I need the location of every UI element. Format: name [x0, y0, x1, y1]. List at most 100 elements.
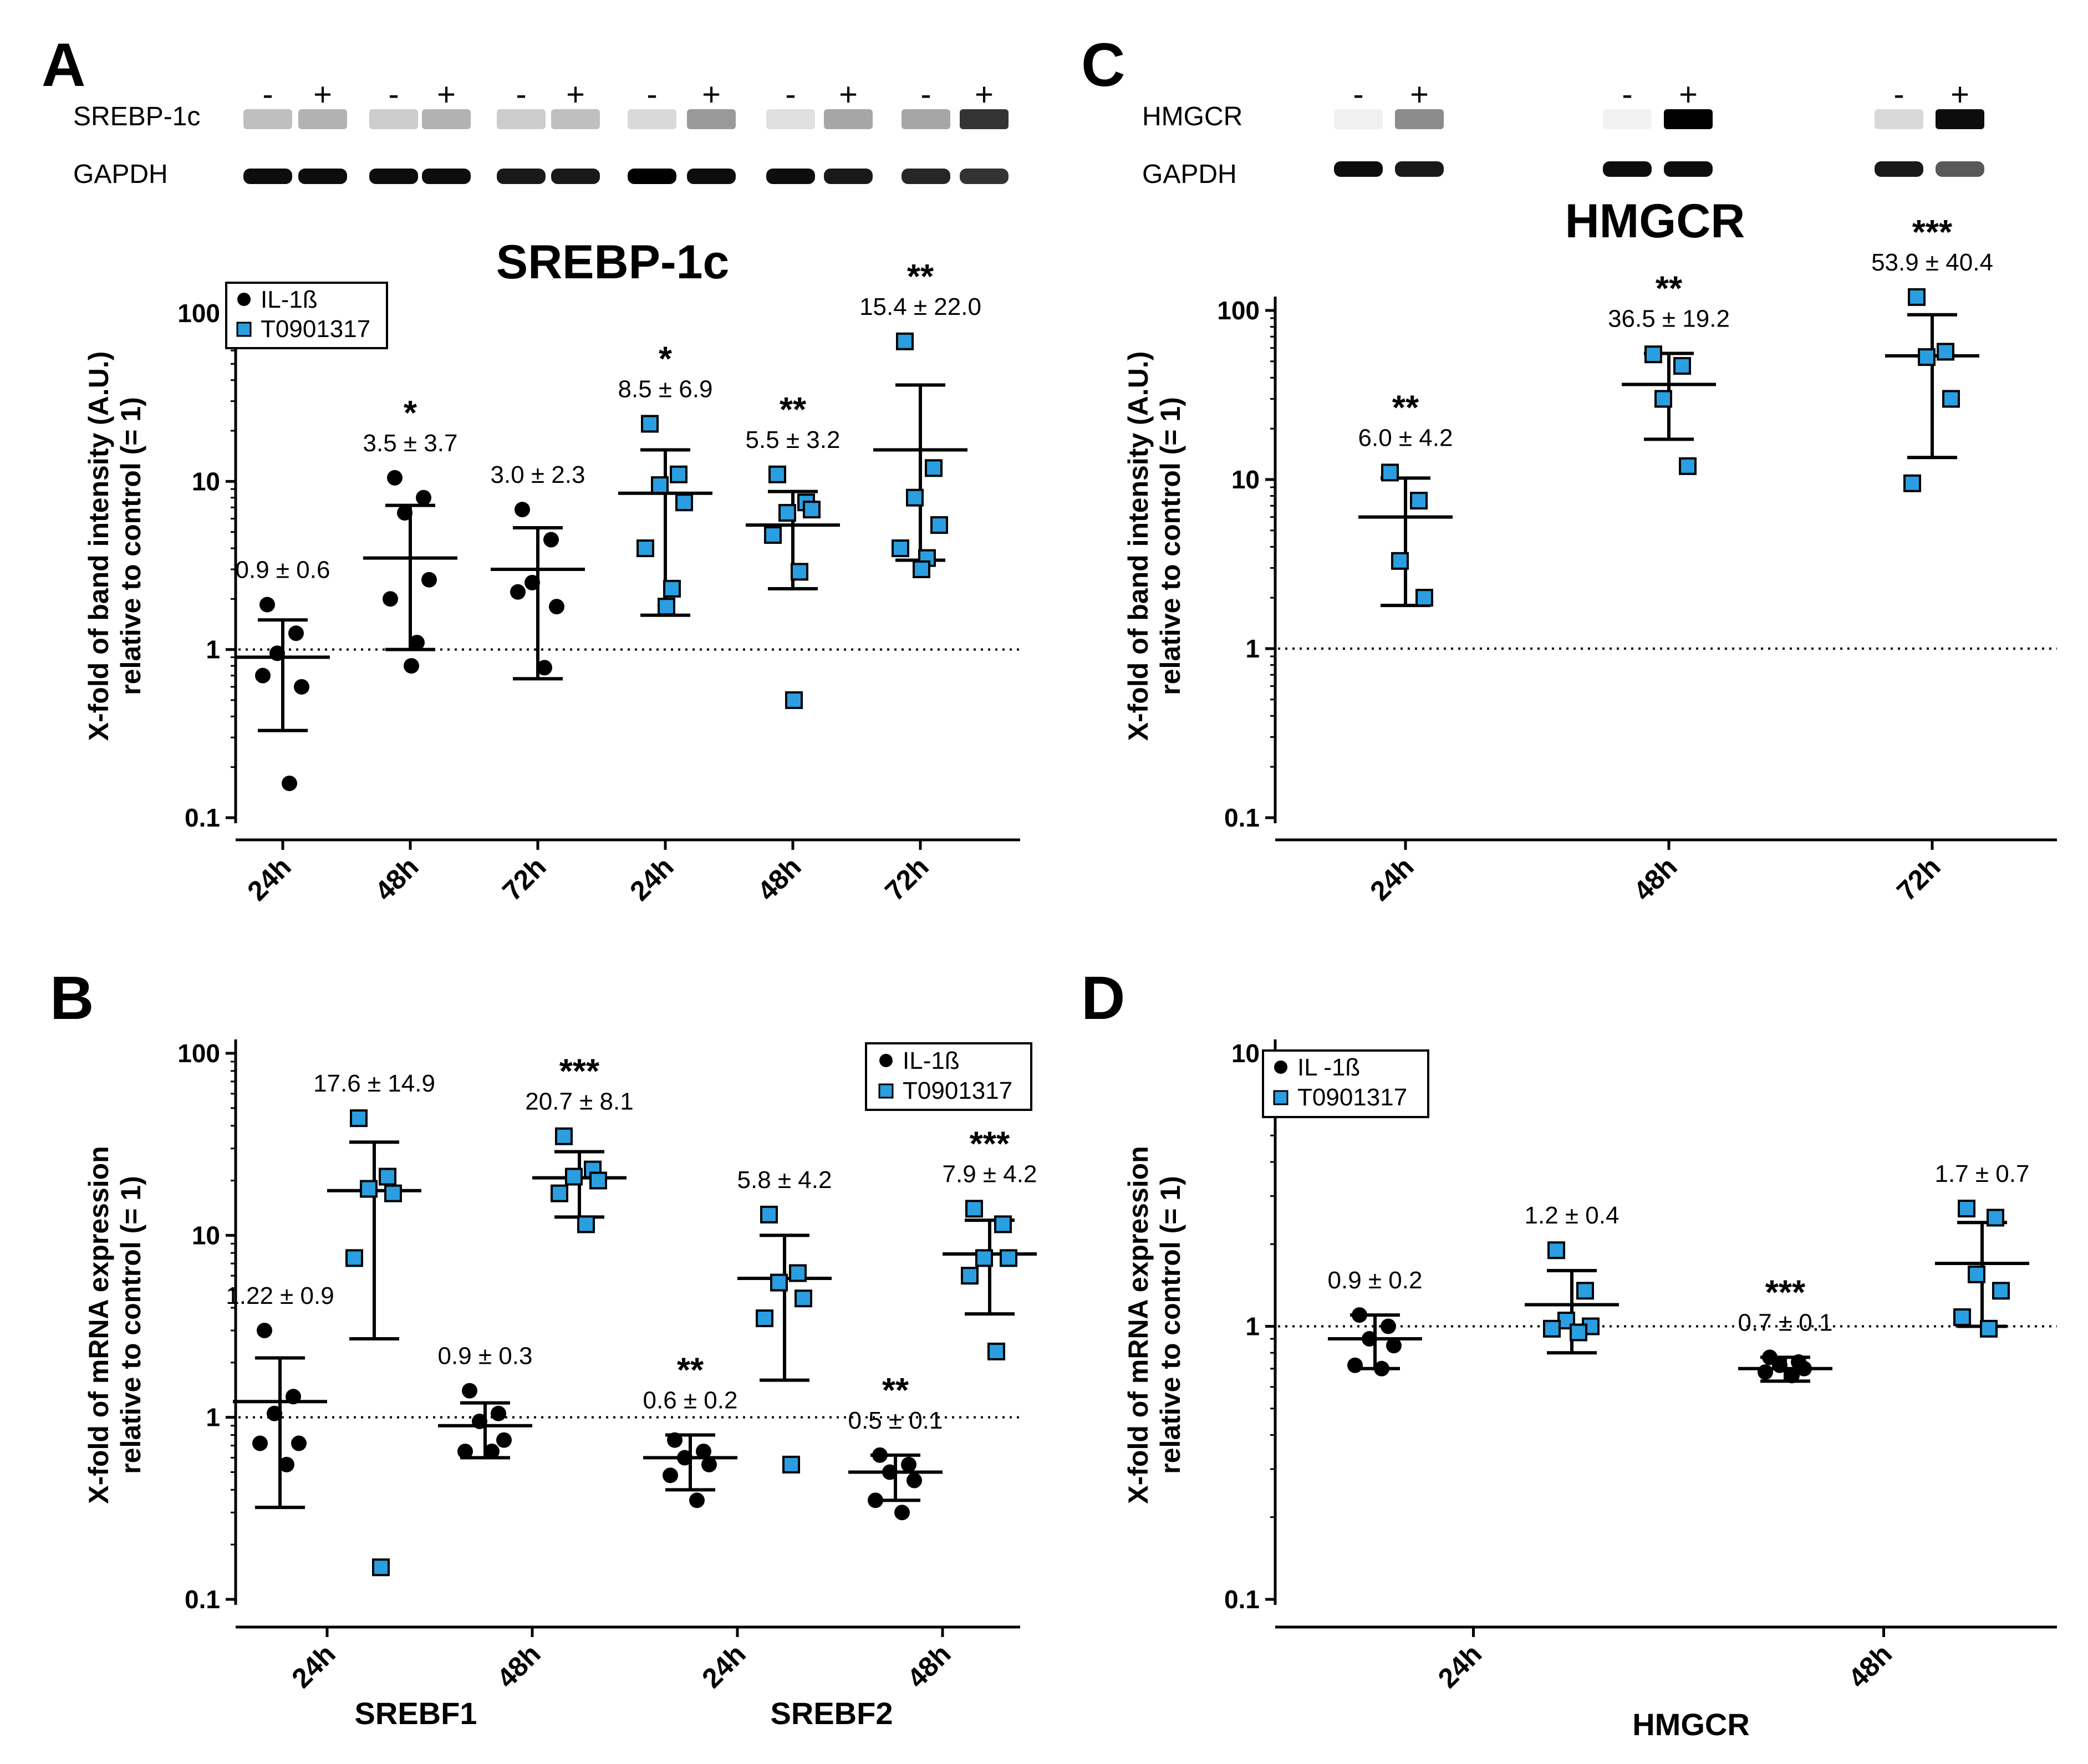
chart-a-data-point-t09: [785, 691, 803, 709]
chart-c-significance: ***: [1912, 213, 1953, 252]
chart-b-group: 17.6 ± 14.9: [313, 1070, 435, 1577]
chart-d-annotation: 1.7 ± 0.7: [1935, 1160, 2030, 1187]
chart-b-annotation: 17.6 ± 14.9: [313, 1070, 435, 1097]
blot-a-lane-marks: - + - + - + - + - + - +: [262, 77, 994, 113]
chart-a-x-tick-label: 72h: [496, 851, 552, 907]
chart-b: 0.1 1 10 100 24h 48h 24h 48h 1.22 ± 0.9 17.6 ± 14…: [177, 1039, 1037, 1694]
blot-a-loading-band: [960, 169, 1009, 184]
legend-d-il1b-marker: [1274, 1061, 1287, 1074]
chart-b-data-point-il1b: [663, 1467, 678, 1483]
chart-b-data-point-t09: [965, 1200, 983, 1218]
chart-b-data-point-il1b: [689, 1492, 705, 1508]
chart-a-x-tick-label: 24h: [241, 851, 297, 907]
chart-b-annotation: 0.6 ± 0.2: [643, 1386, 738, 1414]
blot-c-lane-mark: +: [1410, 77, 1429, 113]
chart-d-annotation: 0.7 ± 0.1: [1738, 1309, 1833, 1336]
chart-d-group-label-hmgcr: HMGCR: [1632, 1707, 1750, 1742]
chart-b-data-point-il1b: [267, 1405, 282, 1421]
chart-d-data-point-il1b: [1758, 1364, 1773, 1380]
chart-d-data-point-t09: [1958, 1200, 1975, 1218]
chart-d-data-point-il1b: [1784, 1368, 1800, 1384]
chart-d-x-tick-label: 24h: [1432, 1638, 1488, 1694]
chart-a-data-point-il1b: [421, 572, 437, 588]
chart-d-group: 1.7 ± 0.7: [1935, 1160, 2030, 1338]
legend-d-box: [1262, 1049, 1429, 1118]
legend-a-t09-marker: [236, 322, 252, 337]
chart-b-data-point-il1b: [462, 1383, 477, 1399]
chart-c-x-tick-label: 72h: [1891, 851, 1947, 907]
legend-d-t09-label: T0901317: [1297, 1084, 1407, 1111]
chart-c-y-tick-label: 0.1: [1224, 803, 1260, 832]
chart-a-data-point-il1b: [524, 574, 540, 590]
chart-b-significance: **: [882, 1372, 909, 1410]
chart-d-x-tick-label: 48h: [1842, 1638, 1898, 1694]
chart-c-data-point-t09: [1942, 390, 1960, 408]
blot-a-target-band: [551, 109, 600, 129]
blot-a-lane-mark: -: [785, 77, 796, 113]
chart-c-annotation: 53.9 ± 40.4: [1871, 249, 1993, 276]
legend-d-t09-marker: [1273, 1090, 1289, 1105]
chart-b-data-point-t09: [789, 1264, 807, 1282]
chart-a-data-point-t09: [896, 332, 914, 350]
chart-b-data-point-t09: [350, 1109, 368, 1128]
blot-a-lane-mark: -: [516, 77, 526, 113]
chart-b-significance: **: [677, 1351, 704, 1389]
chart-a-title: SREBP-1c: [496, 236, 730, 289]
chart-d-group: 1.2 ± 0.4: [1525, 1202, 1620, 1355]
blot-a-lane-mark: +: [975, 77, 994, 113]
chart-b-x-tick-label: 48h: [901, 1638, 957, 1694]
blot-a-lane-mark: +: [566, 77, 585, 113]
chart-a-data-point-t09: [791, 563, 808, 581]
blot-c-target-band: [1936, 109, 1984, 129]
chart-c-y-tick-label: 10: [1231, 465, 1260, 494]
chart-a-significance: *: [404, 394, 417, 432]
chart-a-data-point-t09: [892, 539, 909, 558]
blot-a-loading-band: [824, 169, 873, 184]
chart-c-group: 6.0 ± 4.2**: [1358, 389, 1453, 608]
chart-d-data-point-t09: [1953, 1308, 1971, 1327]
chart-a-data-point-t09: [778, 504, 796, 522]
chart-b-x-tick-label: 24h: [286, 1638, 342, 1694]
chart-a-data-point-t09: [925, 459, 943, 477]
chart-b-data-point-il1b: [872, 1447, 888, 1463]
blot-c-loading-band: [1936, 161, 1984, 177]
chart-a-data-point-il1b: [282, 776, 297, 792]
chart-b-data-point-il1b: [667, 1432, 683, 1448]
chart-a-annotation: 8.5 ± 6.9: [618, 375, 713, 402]
blot-c-lane-mark: -: [1622, 77, 1632, 113]
chart-b-annotation: 7.9 ± 4.2: [943, 1160, 1037, 1187]
chart-b-group: 0.6 ± 0.2**: [643, 1351, 738, 1508]
blot-a-lane-mark: -: [646, 77, 657, 113]
chart-b-y-tick-label: 0.1: [185, 1585, 220, 1614]
panel-label-a: A: [42, 31, 85, 99]
chart-b-data-point-t09: [961, 1267, 979, 1285]
chart-b-data-point-il1b: [252, 1435, 268, 1451]
blot-a-target-band: [960, 109, 1009, 129]
panel-label-c: C: [1081, 31, 1125, 99]
chart-a-annotation: 15.4 ± 22.0: [859, 293, 981, 320]
blot-c-target-band: [1334, 109, 1383, 129]
chart-d-data-point-il1b: [1386, 1338, 1402, 1354]
legend-d-il1b-label: IL -1ß: [1297, 1054, 1360, 1081]
chart-c-data-point-t09: [1391, 552, 1409, 570]
chart-c-data-point-t09: [1644, 345, 1662, 364]
chart-d-data-point-t09: [1992, 1282, 2010, 1300]
blot-a-target-band: [497, 109, 546, 129]
blot-a-loading-band: [422, 169, 471, 184]
chart-d-group: 0.7 ± 0.1***: [1738, 1273, 1833, 1384]
chart-d: 0.1 1 10 24h 48h 0.9 ± 0.2 1.2 ± 0.4 0.7 ± 0.1*…: [1224, 1039, 2057, 1694]
blot-c-loading-band: [1395, 161, 1444, 177]
blot-a-target-band: [243, 109, 292, 129]
chart-b-data-point-il1b: [882, 1464, 898, 1480]
chart-b-data-point-t09: [782, 1455, 800, 1474]
blot-c-loading-band: [1603, 161, 1652, 177]
chart-a-data-point-t09: [636, 539, 654, 558]
chart-d-annotation: 1.2 ± 0.4: [1525, 1202, 1620, 1229]
chart-b-data-point-il1b: [291, 1435, 307, 1451]
blot-a-lane-mark: +: [313, 77, 332, 113]
legend-b-t09-marker: [878, 1083, 894, 1099]
chart-b-data-point-t09: [994, 1215, 1012, 1233]
chart-d-data-point-t09: [1543, 1319, 1561, 1338]
blot-a-loading-band: [766, 169, 815, 184]
